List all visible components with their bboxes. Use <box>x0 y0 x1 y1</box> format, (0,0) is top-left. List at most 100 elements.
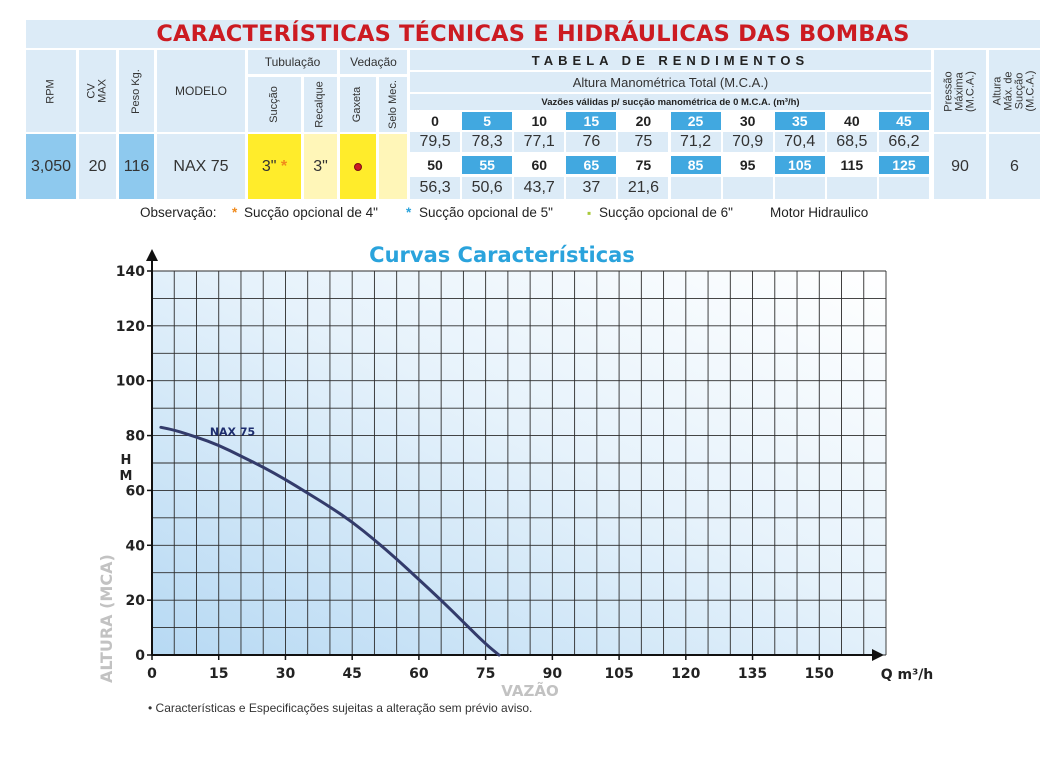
head-cell: 66,2 <box>878 132 929 152</box>
spec-table: CARACTERÍSTICAS TÉCNICAS E HIDRÁULICAS D… <box>0 0 1054 235</box>
flow-cell: 25 <box>670 112 721 130</box>
x-axis-label: VAZÃO <box>501 681 558 700</box>
modelo-header: MODELO <box>157 50 245 132</box>
flow-cell: 50 <box>410 156 461 174</box>
recalque-value: 3" <box>304 134 337 199</box>
flow-cell: 40 <box>826 112 877 130</box>
x-tick-label: 105 <box>604 666 633 682</box>
head-cell: 79,5 <box>410 132 461 152</box>
chart-title: Curvas Características <box>369 243 635 267</box>
rpm-value: 3,050 <box>26 134 76 199</box>
obs-motor: Motor Hidraulico <box>770 205 869 220</box>
grid-lines <box>151 270 887 656</box>
tubulacao-header: Tubulação <box>248 50 337 74</box>
succao-header: Sucção <box>248 77 301 132</box>
flow-cell: 75 <box>618 156 669 174</box>
gaxeta-value <box>340 134 376 199</box>
head-cell: 71,2 <box>670 132 721 152</box>
succao-value: 3" * <box>248 134 301 199</box>
peso-value: 116 <box>119 134 154 199</box>
tabela-header: TABELA DE RENDIMENTOS <box>410 50 931 70</box>
x-tick-label: 0 <box>147 666 157 682</box>
y-unit-m: M <box>120 469 133 484</box>
head-cell: 70,9 <box>722 132 773 152</box>
y-axis-arrow-icon <box>146 249 158 261</box>
y-tick-label: 60 <box>126 483 146 499</box>
flow-cell: 95 <box>722 156 773 174</box>
y-tick-label: 20 <box>126 593 146 609</box>
x-tick-label: 60 <box>409 666 429 682</box>
altura-succao-header: Altura Máx. de Sucção (M.C.A.) <box>989 50 1040 132</box>
cv-value: 20 <box>79 134 116 199</box>
head-cell <box>826 177 877 199</box>
green-square-icon: ▪ <box>587 206 592 220</box>
title-band: CARACTERÍSTICAS TÉCNICAS E HIDRÁULICAS D… <box>26 20 1040 48</box>
flow-cell: 35 <box>774 112 825 130</box>
altura-succao-value: 6 <box>989 134 1040 199</box>
flow-cell: 45 <box>878 112 929 130</box>
pressao-value: 90 <box>934 134 986 199</box>
tick-labels: 0 15 30 45 60 75 90 105 120 135 150 0 20 40 60 80 100 120… <box>116 264 834 682</box>
x-tick-label: 75 <box>476 666 495 682</box>
head-cell <box>878 177 929 199</box>
head-cell: 70,4 <box>774 132 825 152</box>
gaxeta-header: Gaxeta <box>340 77 376 132</box>
altura-header: Altura Manométrica Total (M.C.A.) <box>410 72 931 92</box>
flow-cell: 105 <box>774 156 825 174</box>
series-line-nax-75 <box>159 425 501 657</box>
vazoes-header: Vazões válidas p/ sucção manométrica de … <box>410 94 931 110</box>
head-cell <box>670 177 721 199</box>
y-tick-label: 80 <box>126 429 146 445</box>
footnote: • Características e Especificações sujei… <box>148 701 533 715</box>
obs-opt6: Sucção opcional de 6" <box>599 205 733 220</box>
rpm-header: RPM <box>26 50 76 132</box>
flow-cell: 10 <box>514 112 565 130</box>
y-tick-label: 0 <box>135 648 145 664</box>
x-tick-label: 135 <box>738 666 767 682</box>
y-tick-label: 120 <box>116 319 145 335</box>
y-tick-label: 40 <box>126 538 146 554</box>
orange-star-icon: * <box>232 205 238 220</box>
curves: NAX 75 <box>159 425 501 657</box>
head-cell: 43,7 <box>514 177 565 199</box>
x-tick-label: 120 <box>671 666 700 682</box>
head-cell: 75 <box>618 132 669 152</box>
head-cell <box>774 177 825 199</box>
flow-cell: 115 <box>826 156 877 174</box>
y-axis-label: ALTURA (MCA) <box>97 554 116 683</box>
page-title: CARACTERÍSTICAS TÉCNICAS E HIDRÁULICAS D… <box>156 21 910 47</box>
blue-star-icon: * <box>406 205 412 220</box>
flow-cell: 55 <box>462 156 513 174</box>
y-tick-label: 140 <box>116 264 145 280</box>
x-unit-label: Q m³/h <box>881 667 934 683</box>
axes <box>146 249 884 661</box>
head-cell: 56,3 <box>410 177 461 199</box>
obs-opt4: Sucção opcional de 4" <box>244 205 378 220</box>
head-cell <box>722 177 773 199</box>
flow-cell: 30 <box>722 112 773 130</box>
obs-label: Observação: <box>140 205 217 220</box>
flow-cell: 85 <box>670 156 721 174</box>
orange-asterisk: * <box>280 157 288 175</box>
selo-value <box>379 134 407 199</box>
head-cell: 77,1 <box>514 132 565 152</box>
modelo-value: NAX 75 <box>157 134 245 199</box>
flow-cell: 125 <box>878 156 929 174</box>
x-tick-label: 30 <box>276 666 296 682</box>
flow-cell: 60 <box>514 156 565 174</box>
flow-cell: 15 <box>566 112 617 130</box>
pressao-header: Pressão Máxima (M.C.A.) <box>934 50 986 132</box>
x-axis-arrow-icon <box>872 649 884 661</box>
x-tick-label: 15 <box>209 666 228 682</box>
obs-opt5: Sucção opcional de 5" <box>419 205 553 220</box>
head-cell: 76 <box>566 132 617 152</box>
performance-chart: Curvas Características 0 15 30 45 60 75 90 105 1… <box>97 243 934 700</box>
cv-header: CV MAX <box>79 50 116 132</box>
y-tick-label: 100 <box>116 374 145 390</box>
head-cell: 78,3 <box>462 132 513 152</box>
head-cell: 50,6 <box>462 177 513 199</box>
head-cell: 21,6 <box>618 177 669 199</box>
peso-header: Peso Kg. <box>119 50 154 132</box>
vedacao-header: Vedação <box>340 50 407 74</box>
series-label-nax-75: NAX 75 <box>210 426 255 439</box>
